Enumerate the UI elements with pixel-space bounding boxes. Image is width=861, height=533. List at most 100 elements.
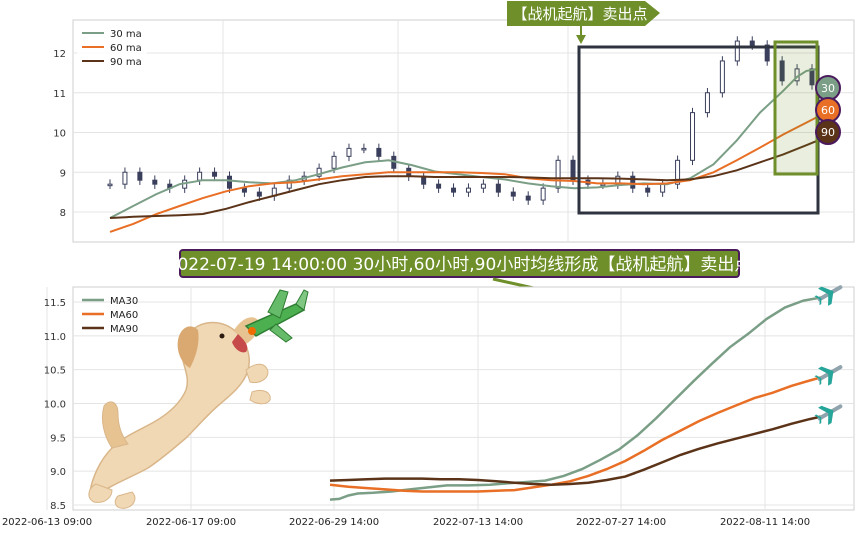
dog-paw-back-2: [114, 491, 136, 509]
plane-icon-tail: [814, 375, 822, 385]
plane-icon-tail: [814, 295, 822, 306]
bottom-x-tick-label: 2022-07-13 14:00: [433, 517, 523, 528]
candle-body: [107, 183, 113, 187]
candle-body: [764, 44, 770, 62]
candle-body: [690, 112, 696, 161]
middle-banner-box: [179, 249, 740, 278]
dog-tail: [101, 401, 129, 449]
bottom-ma90-line: [329, 415, 823, 486]
bottom-x-axis: 2022-06-13 09:00 2022-06-17 09:00 2022-06-…: [2, 517, 810, 528]
top-legend-label-90: 90 ma: [110, 57, 142, 68]
bottom-legend: MA30 MA60 MA90: [82, 296, 138, 335]
top-y-axis: 8 9 10 11 12: [53, 49, 66, 219]
bottom-y-tick-label: 9.5: [50, 433, 66, 444]
candle-body: [197, 171, 203, 181]
bottom-x-tick-label: 2022-07-27 14:00: [576, 517, 666, 528]
candle-body: [122, 171, 128, 185]
candle-body: [704, 92, 710, 114]
top-y-tick-label: 9: [60, 168, 66, 179]
plane-icon: [814, 365, 843, 386]
toy-plane-tail: [295, 289, 309, 311]
bottom-y-tick-label: 10.0: [44, 400, 66, 411]
top-ma60-line: [109, 115, 819, 233]
bottom-legend-label-ma30: MA30: [110, 296, 138, 307]
plane-icon-wings: [818, 286, 834, 306]
toy-plane: [244, 289, 309, 343]
bottom-y-tick-label: 11.0: [44, 332, 66, 343]
candle-body: [331, 155, 337, 169]
bottom-ma60-line: [329, 375, 823, 493]
toy-plane-nose: [248, 327, 256, 335]
top-legend-label-60: 60 ma: [110, 43, 142, 54]
bottom-y-tick-label: 10.5: [44, 366, 66, 377]
plane-icon-wings: [818, 366, 834, 386]
candle-body: [660, 183, 666, 193]
candle-body: [809, 68, 815, 86]
top-legend-label-30: 30 ma: [110, 29, 142, 40]
candle-body: [645, 187, 651, 193]
top-y-tick-label: 12: [53, 49, 66, 60]
bottom-y-axis: 8.5 9.0 9.5 10.0 10.5 11.0 11.5: [44, 298, 66, 512]
dog-paw-back: [88, 483, 113, 503]
bottom-legend-label-ma90: MA90: [110, 324, 138, 335]
top-ma90-line: [109, 139, 819, 219]
bottom-ma-lines: [329, 296, 823, 501]
candle-body: [346, 147, 352, 157]
bottom-ma30-line: [329, 296, 823, 501]
candle-body: [436, 183, 442, 189]
top-banner-text: 【战机起航】卖出点: [512, 5, 647, 23]
toy-plane-wing-top: [267, 289, 289, 319]
candle-body: [510, 191, 516, 197]
bottom-y-tick-label: 8.5: [50, 501, 66, 512]
candle-body: [555, 159, 561, 189]
dog-ear: [177, 326, 199, 368]
candle-body: [376, 147, 382, 157]
candle-body: [241, 187, 247, 193]
top-y-tick-label: 10: [53, 129, 66, 140]
badge-60-label: 60: [821, 104, 835, 117]
dog-eye: [219, 333, 225, 339]
candle-body: [749, 40, 755, 46]
candles: [107, 36, 815, 205]
candle-body: [480, 183, 486, 189]
candle-body: [600, 183, 606, 187]
top-y-tick-label: 11: [53, 89, 66, 100]
dog-body: [89, 321, 250, 497]
toy-plane-wing-bottom: [269, 323, 293, 343]
top-banner-arrow-head: [576, 35, 586, 44]
bottom-x-tick-label: 2022-08-11 14:00: [720, 517, 810, 528]
plane-icon: [814, 404, 843, 426]
candle-body: [316, 167, 322, 177]
bottom-line-panel: 8.5 9.0 9.5 10.0 10.5 11.0 11.5 2022-06-13 09:…: [2, 285, 855, 528]
candle-body: [152, 179, 158, 185]
candle-body: [719, 60, 725, 94]
candle-body: [630, 175, 636, 189]
dog-mouth: [232, 334, 248, 353]
plane-icon: [814, 285, 843, 306]
top-candlestick-panel: 8 9 10 11 12 【战机起航】卖出点 30 ma 60 ma 90 ma 30: [53, 1, 855, 243]
bottom-y-tick-label: 9.0: [50, 467, 66, 478]
middle-banner-text: 2022-07-19 14:00:00 30小时,60小时,90小时均线形成【战…: [167, 255, 752, 275]
top-y-tick-label: 8: [60, 208, 66, 219]
bottom-legend-label-ma60: MA60: [110, 310, 138, 321]
plane-icon-tail: [814, 414, 822, 425]
middle-banner: 2022-07-19 14:00:00 30小时,60小时,90小时均线形成【战…: [167, 249, 752, 298]
candle-body: [137, 171, 143, 181]
candle-body: [540, 187, 546, 201]
candle-body: [734, 40, 740, 62]
badge-90: [815, 119, 841, 145]
candle-body: [465, 187, 471, 193]
badge-90-label: 90: [821, 126, 835, 139]
top-banner-shape: [507, 1, 660, 26]
candle-body: [779, 60, 785, 82]
candle-body: [212, 171, 218, 177]
plane-icon-wings: [818, 405, 834, 426]
bottom-x-tick-label: 2022-06-29 14:00: [289, 517, 379, 528]
dog-paw-front-2: [249, 389, 271, 405]
bottom-y-tick-label: 11.5: [44, 298, 66, 309]
end-badges: 30 60 90: [815, 75, 841, 145]
bottom-grid: [46, 287, 854, 510]
candle-body: [675, 159, 681, 185]
bottom-x-tick-label: 2022-06-13 09:00: [2, 517, 92, 528]
